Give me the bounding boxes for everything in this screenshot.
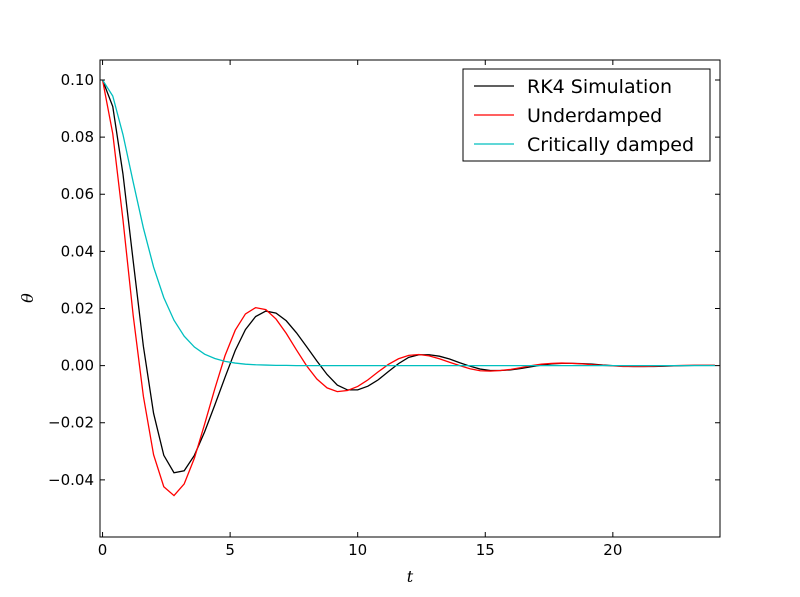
- y-tick-label: −0.04: [48, 471, 94, 489]
- x-tick-label: 10: [348, 541, 367, 559]
- y-axis-label: θ: [18, 293, 37, 303]
- series-layer: [101, 79, 715, 497]
- x-tick-label: 5: [225, 541, 235, 559]
- tick-layer: 0 5 10 15 20 0.10 0.08 0.06 0.04 0.02 0.00 −0.02 −0.…: [48, 60, 720, 559]
- y-tick-label: 0.02: [61, 299, 94, 317]
- plot-frame: [99, 59, 721, 538]
- y-tick-label: 0.08: [61, 128, 94, 146]
- y-tick-label: −0.02: [48, 414, 94, 432]
- legend-label-1: Underdamped: [527, 105, 662, 127]
- y-tick-label: 0.00: [61, 357, 94, 375]
- x-tick-label: 20: [603, 541, 622, 559]
- y-tick-label: 0.10: [61, 71, 94, 89]
- y-tick-label: 0.06: [61, 185, 94, 203]
- x-tick-label: 15: [476, 541, 495, 559]
- x-tick-label: 0: [98, 541, 108, 559]
- legend: RK4 Simulation Underdamped Critically damp…: [462, 68, 711, 162]
- legend-label-2: Critically damped: [527, 134, 694, 156]
- series-line-2: [102, 79, 715, 367]
- y-tick-label: 0.04: [61, 242, 94, 260]
- legend-label-0: RK4 Simulation: [527, 76, 672, 98]
- x-axis-label: t: [407, 567, 414, 586]
